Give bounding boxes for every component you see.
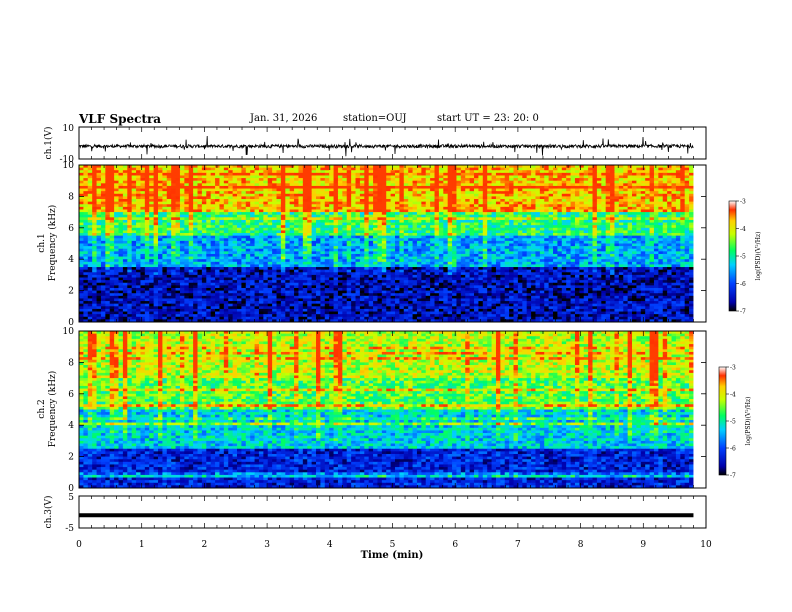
ch2-spectrogram-ylabel-frequency: Frequency (kHz)	[47, 371, 58, 448]
x-tick-label: 4	[327, 540, 333, 550]
ch2-colorbar-label: log(PSD)(V²/Hz)	[745, 397, 752, 446]
x-tick-label: 2	[202, 540, 208, 550]
y-tick-label: 2	[68, 453, 74, 463]
y-tick-label: 2	[68, 287, 74, 297]
ch1-ytick-top: 10	[63, 124, 75, 134]
x-tick-label: 6	[452, 540, 458, 550]
x-tick-label: 10	[700, 540, 712, 550]
x-axis-label: Time (min)	[361, 550, 424, 561]
x-tick-label: 5	[390, 540, 396, 550]
ch2-spectrogram-image	[79, 331, 706, 488]
ch1-ylabel: ch.1(V)	[43, 127, 54, 160]
colorbar-tick-label: -7	[730, 473, 736, 480]
ch2-spectrogram-ylabel-channel: ch.2	[37, 399, 47, 418]
y-tick-label: 10	[63, 327, 75, 337]
colorbar-tick-label: -5	[740, 254, 746, 261]
x-tick-label: 1	[139, 540, 145, 550]
colorbar-tick-label: -3	[740, 199, 746, 206]
colorbar-tick-label: -7	[740, 309, 746, 316]
x-tick-label: 9	[640, 540, 646, 550]
colorbar-tick-label: -3	[730, 365, 736, 372]
ch3-ytick-top: 5	[68, 493, 74, 503]
ch1-colorbar: -3 -4 -5 -6 -7 log(PSD)(V²/Hz)	[729, 199, 762, 316]
ch1-spectrogram-image	[79, 165, 706, 322]
y-tick-label: 10	[63, 161, 75, 171]
ch3-ylabel: ch.3(V)	[43, 496, 54, 529]
x-tick-label: 0	[76, 540, 82, 550]
y-tick-label: 8	[68, 358, 74, 368]
x-tick-label: 3	[264, 540, 270, 550]
ch3-waveform-panel: 5 -5 ch.3(V)	[43, 493, 706, 534]
y-tick-label: 4	[68, 255, 74, 265]
x-tick-label: 8	[578, 540, 584, 550]
y-tick-label: 6	[68, 390, 74, 400]
colorbar-tick-label: -5	[730, 419, 736, 426]
x-axis-tick-labels: 0 1 2 3 4 5 6 7 8 9 10	[76, 540, 712, 550]
colorbar-tick-label: -4	[730, 392, 736, 399]
y-tick-label: 4	[68, 421, 74, 431]
ch1-spectrogram-ylabel-channel: ch.1	[37, 233, 47, 252]
ch1-spectrogram-ylabel-frequency: Frequency (kHz)	[47, 205, 58, 282]
colorbar-tick-label: -4	[740, 226, 746, 233]
colorbar-tick-label: -6	[730, 446, 736, 453]
colorbar-tick-label: -6	[740, 281, 746, 288]
ch2-colorbar: -3 -4 -5 -6 -7 log(PSD)(V²/Hz)	[719, 365, 752, 480]
y-tick-label: 6	[68, 224, 74, 234]
y-tick-label: 8	[68, 192, 74, 202]
x-tick-label: 7	[515, 540, 521, 550]
ch1-waveform-panel: 10 -10 ch.1(V)	[43, 124, 706, 165]
ch1-colorbar-label: log(PSD)(V²/Hz)	[755, 232, 762, 281]
ch3-ytick-bottom: -5	[65, 524, 74, 534]
